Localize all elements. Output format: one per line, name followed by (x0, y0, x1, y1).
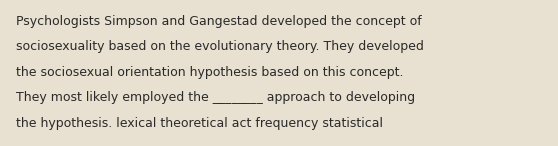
Text: They most likely employed the ________ approach to developing: They most likely employed the ________ a… (16, 91, 415, 104)
Text: the hypothesis. lexical theoretical act frequency statistical: the hypothesis. lexical theoretical act … (16, 117, 383, 130)
Text: Psychologists Simpson and Gangestad developed the concept of: Psychologists Simpson and Gangestad deve… (16, 15, 421, 28)
Text: the sociosexual orientation hypothesis based on this concept.: the sociosexual orientation hypothesis b… (16, 66, 403, 79)
Text: sociosexuality based on the evolutionary theory. They developed: sociosexuality based on the evolutionary… (16, 40, 424, 53)
